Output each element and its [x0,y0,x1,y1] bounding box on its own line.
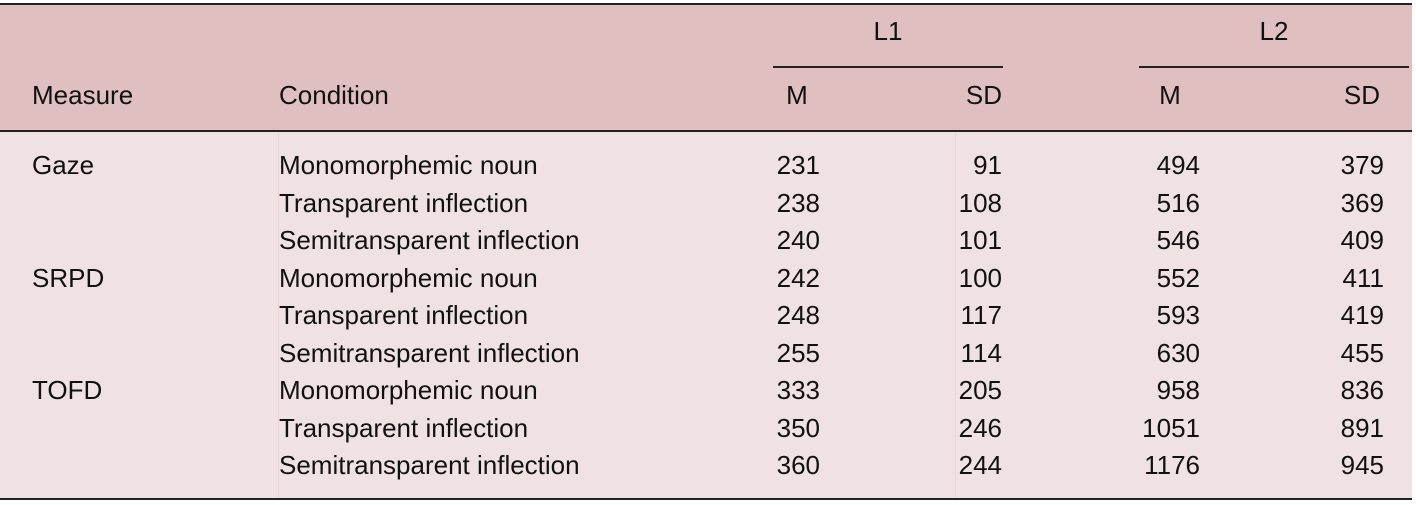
header-l2-m: M [1159,80,1181,110]
cell-l1-sd: 246 [958,412,1002,443]
table-header-band [0,5,1412,131]
cell-l1-sd: 91 [973,150,1002,180]
cell-condition: Transparent inflection [279,300,529,330]
cell-l2-m: 593 [1156,300,1200,330]
cell-l2-m: 630 [1156,337,1200,368]
header-group-l2: L2 [1259,16,1289,46]
header-l1-sd: SD [965,80,1002,110]
cell-l1-sd: 114 [960,337,1002,368]
header-group-l1: L1 [873,16,903,46]
cell-condition: Transparent inflection [279,187,529,218]
cell-l2-sd: 455 [1340,337,1384,368]
cell-condition: Monomorphemic noun [279,375,538,405]
cell-l2-sd: 836 [1340,375,1384,405]
cell-measure: Gaze [32,150,95,180]
header-group-l1-rule [773,66,1003,68]
cell-l2-sd: 891 [1340,412,1384,443]
cell-l1-m: 333 [776,375,820,405]
cell-condition: Transparent inflection [279,412,529,443]
cell-l1-m: 231 [776,150,820,180]
cell-l1-m: 360 [776,450,820,480]
column-divider [278,132,279,498]
cell-l2-m: 1176 [1144,450,1200,480]
cell-l1-m: 240 [776,225,820,255]
cell-l2-m: 546 [1156,225,1200,255]
cell-condition: Monomorphemic noun [279,262,538,293]
column-divider [955,132,956,498]
cell-l1-sd: 101 [958,225,1002,255]
cell-l2-sd: 419 [1340,300,1384,330]
cell-l2-sd: 379 [1340,150,1384,180]
header-condition: Condition [279,80,389,110]
cell-l2-m: 516 [1156,187,1200,218]
cell-condition: Semitransparent inflection [279,225,580,255]
cell-l2-m: 1051 [1142,412,1200,443]
cell-l2-sd: 369 [1340,187,1384,218]
cell-condition: Semitransparent inflection [279,337,580,368]
table-bottom-rule [0,498,1412,500]
cell-l1-m: 242 [776,262,820,293]
cell-l2-m: 958 [1156,375,1200,405]
header-l1-m: M [786,80,808,110]
cell-l1-m: 255 [776,337,820,368]
cell-l1-m: 350 [776,412,820,443]
cell-l2-m: 494 [1156,150,1200,180]
cell-l1-sd: 205 [958,375,1002,405]
cell-condition: Semitransparent inflection [279,450,580,480]
cell-l1-sd: 100 [958,262,1002,293]
cell-measure: SRPD [32,262,105,293]
cell-l1-sd: 108 [958,187,1002,218]
cell-l1-sd: 117 [960,300,1002,330]
cell-l1-sd: 244 [958,450,1002,480]
cell-l2-m: 552 [1156,262,1200,293]
table-top-rule [0,3,1412,5]
cell-condition: Monomorphemic noun [279,150,538,180]
header-l2-sd: SD [1343,80,1380,110]
cell-l1-m: 238 [776,187,820,218]
table-header-rule [0,130,1412,132]
cell-measure: TOFD [32,375,103,405]
header-group-l2-rule [1139,66,1409,68]
cell-l2-sd: 411 [1342,262,1384,293]
cell-l2-sd: 409 [1340,225,1384,255]
cell-l2-sd: 945 [1340,450,1384,480]
header-measure: Measure [32,80,134,110]
cell-l1-m: 248 [776,300,820,330]
